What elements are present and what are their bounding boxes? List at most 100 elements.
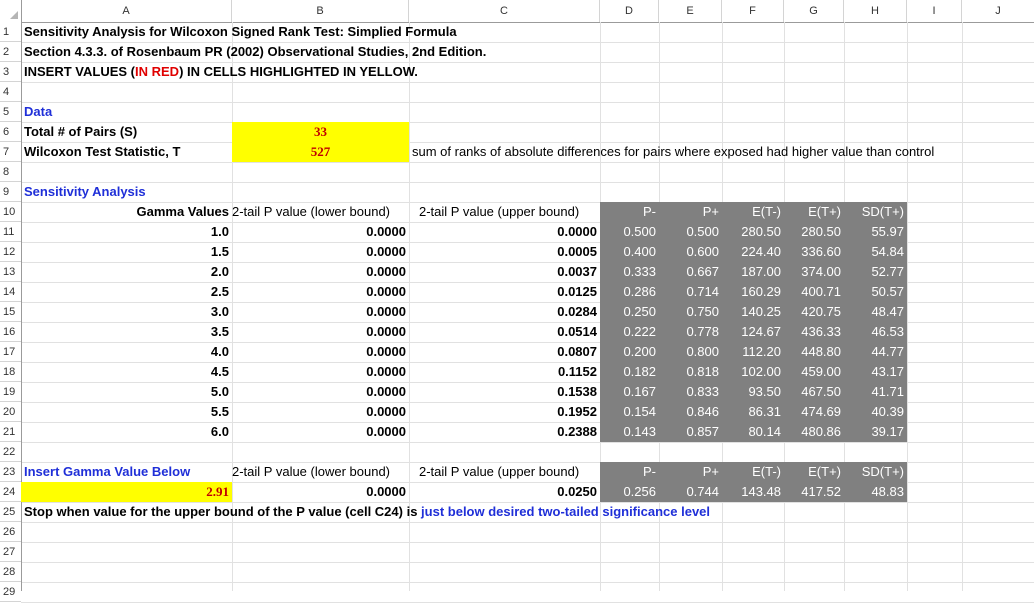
row-header[interactable]: 8 <box>0 162 21 182</box>
row-header[interactable]: 28 <box>0 562 21 582</box>
sens-cell-pminus: 0.333 <box>600 262 659 282</box>
sens-cell-upper: 0.0037 <box>557 264 597 279</box>
sens-cell-pminus: 0.154 <box>600 402 659 422</box>
insert-sd-header: SD(T+) <box>844 462 907 482</box>
stop-note: Stop when value for the upper bound of t… <box>21 502 710 522</box>
column-header-a[interactable]: A <box>21 0 232 22</box>
row-header[interactable]: 10 <box>0 202 21 222</box>
sens-cell-etminus: 124.67 <box>722 322 784 342</box>
insert-etminus-header: E(T-) <box>722 462 784 482</box>
pairs-input-cell[interactable]: 33 <box>232 122 409 142</box>
sens-cell-sd: 50.57 <box>844 282 907 302</box>
row-header[interactable]: 24 <box>0 482 21 502</box>
sens-cell-pplus: 0.750 <box>659 302 722 322</box>
stat-input-cell[interactable]: 527 <box>232 142 409 162</box>
row-header-column: 1 2 3 4 5 6 7 8 9 10 11 12 13 14 15 16 17 18 19 20 21 22 23 24 2… <box>0 22 22 602</box>
insert-etplus-value: 417.52 <box>784 482 844 502</box>
row-header[interactable]: 19 <box>0 382 21 402</box>
title-line-3-pre: INSERT VALUES ( <box>24 64 135 79</box>
sd-header: SD(T+) <box>844 202 907 222</box>
sens-cell-etplus: 436.33 <box>784 322 844 342</box>
sens-cell-etplus: 336.60 <box>784 242 844 262</box>
title-line-2: Section 4.3.3. of Rosenbaum PR (2002) Ob… <box>24 44 487 59</box>
row-header[interactable]: 20 <box>0 402 21 422</box>
sens-cell-pminus: 0.286 <box>600 282 659 302</box>
row-header[interactable]: 17 <box>0 342 21 362</box>
row-header[interactable]: 25 <box>0 502 21 522</box>
sens-cell-lower: 0.0000 <box>366 324 406 339</box>
sens-cell-etplus: 420.75 <box>784 302 844 322</box>
row-header[interactable]: 22 <box>0 442 21 462</box>
row-header[interactable]: 2 <box>0 42 21 62</box>
sens-cell-etplus: 448.80 <box>784 342 844 362</box>
row-header[interactable]: 5 <box>0 102 21 122</box>
sens-cell-pminus: 0.182 <box>600 362 659 382</box>
sens-cell-etplus: 374.00 <box>784 262 844 282</box>
row-header[interactable]: 14 <box>0 282 21 302</box>
sens-cell-sd: 41.71 <box>844 382 907 402</box>
sens-cell-etminus: 140.25 <box>722 302 784 322</box>
row-header[interactable]: 1 <box>0 22 21 42</box>
sens-cell-gamma: 3.0 <box>210 304 229 319</box>
row-header[interactable]: 18 <box>0 362 21 382</box>
sens-section-label: Sensitivity Analysis <box>24 184 146 199</box>
sens-cell-pplus: 0.818 <box>659 362 722 382</box>
column-header-b[interactable]: B <box>232 0 409 22</box>
column-header-d[interactable]: D <box>600 0 659 22</box>
row-header[interactable]: 29 <box>0 582 21 602</box>
sens-cell-pminus: 0.143 <box>600 422 659 442</box>
data-section-label: Data <box>24 104 53 119</box>
sens-cell-sd: 48.47 <box>844 302 907 322</box>
row-header[interactable]: 23 <box>0 462 21 482</box>
sens-cell-etminus: 224.40 <box>722 242 784 262</box>
row-header[interactable]: 12 <box>0 242 21 262</box>
column-header-j[interactable]: J <box>995 5 1001 17</box>
select-all-corner[interactable] <box>0 0 22 22</box>
row-header[interactable]: 16 <box>0 322 21 342</box>
sens-cell-pminus: 0.250 <box>600 302 659 322</box>
sens-cell-etplus: 474.69 <box>784 402 844 422</box>
sens-cell-upper: 0.1152 <box>557 364 597 379</box>
stop-note-text: Stop when value for the upper bound of t… <box>24 504 422 519</box>
insert-lower-value: 0.0000 <box>366 484 406 499</box>
column-header-g[interactable]: G <box>784 0 844 22</box>
insert-upper-value: 0.0250 <box>557 484 597 499</box>
sens-cell-pminus: 0.400 <box>600 242 659 262</box>
column-header-h[interactable]: H <box>844 0 907 22</box>
row-header[interactable]: 7 <box>0 142 21 162</box>
column-header-e[interactable]: E <box>659 0 722 22</box>
sens-cell-sd: 40.39 <box>844 402 907 422</box>
row-header[interactable]: 27 <box>0 542 21 562</box>
sens-cell-pplus: 0.857 <box>659 422 722 442</box>
row-header[interactable]: 11 <box>0 222 21 242</box>
column-header-bar: A B C D E F G H I J <box>0 0 1034 23</box>
column-header-i[interactable]: I <box>907 0 962 22</box>
sens-cell-gamma: 5.0 <box>210 384 229 399</box>
row-header[interactable]: 4 <box>0 82 21 102</box>
row-header[interactable]: 3 <box>0 62 21 82</box>
sens-cell-pplus: 0.667 <box>659 262 722 282</box>
stat-label: Wilcoxon Test Statistic, T <box>24 144 181 159</box>
sens-cell-etplus: 400.71 <box>784 282 844 302</box>
row-header[interactable]: 9 <box>0 182 21 202</box>
lower-header: 2-tail P value (lower bound) <box>232 204 391 219</box>
row-header[interactable]: 13 <box>0 262 21 282</box>
row-header[interactable]: 21 <box>0 422 21 442</box>
row-header[interactable]: 26 <box>0 522 21 542</box>
column-header-f[interactable]: F <box>722 0 784 22</box>
row-header[interactable]: 6 <box>0 122 21 142</box>
sens-cell-gamma: 1.5 <box>210 244 229 259</box>
sens-cell-pplus: 0.846 <box>659 402 722 422</box>
sens-cell-pminus: 0.167 <box>600 382 659 402</box>
gamma-input-cell[interactable]: 2.91 <box>21 482 232 502</box>
sens-cell-pplus: 0.833 <box>659 382 722 402</box>
sens-cell-etminus: 93.50 <box>722 382 784 402</box>
sens-cell-lower: 0.0000 <box>366 364 406 379</box>
sens-cell-upper: 0.1538 <box>557 384 597 399</box>
sens-cell-etplus: 480.86 <box>784 422 844 442</box>
insert-pminus-value: 0.256 <box>600 482 659 502</box>
column-header-c[interactable]: C <box>409 0 600 22</box>
row-header[interactable]: 15 <box>0 302 21 322</box>
insert-upper-header: 2-tail P value (upper bound) <box>419 464 580 479</box>
